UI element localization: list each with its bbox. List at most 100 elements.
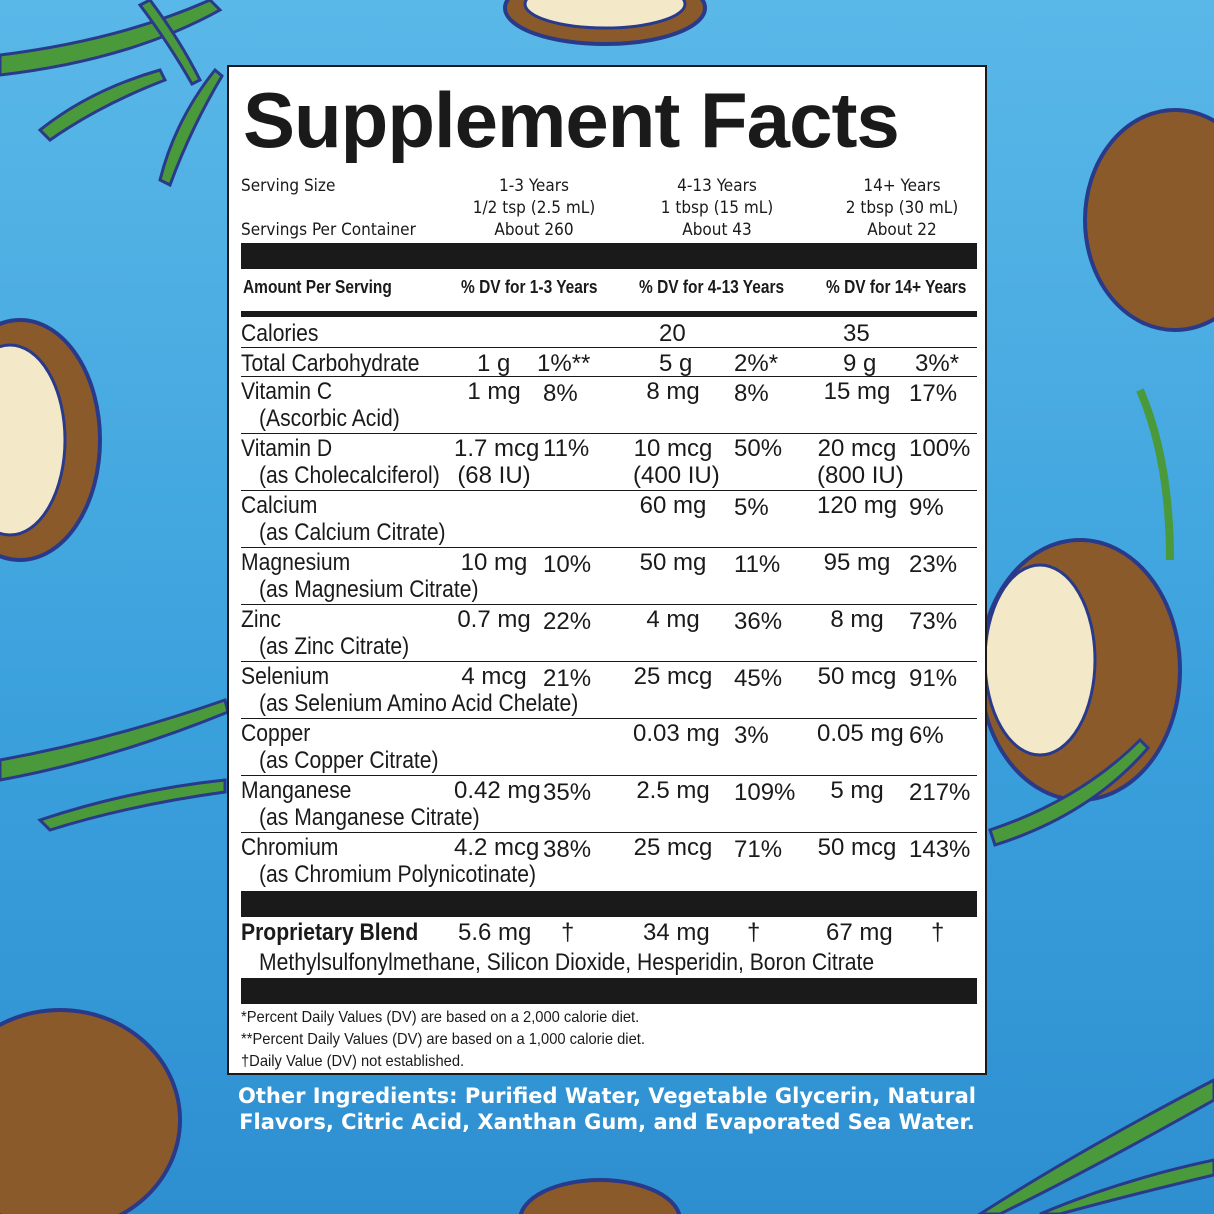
nutrient-amount: 0.05 mg bbox=[817, 720, 904, 747]
nutrient-amount: 0.03 mg bbox=[633, 720, 720, 747]
nutrient-dv: 38% bbox=[543, 836, 592, 863]
nutrient-dv: 36% bbox=[734, 608, 783, 635]
nutrient-amount: 1 mg bbox=[467, 378, 521, 405]
carb-amount: 9 g bbox=[843, 350, 877, 377]
group-servings: About 43 bbox=[682, 220, 752, 240]
nutrient-dv: 35% bbox=[543, 779, 592, 806]
nutrient-name: Vitamin C bbox=[241, 378, 333, 405]
nutrient-name: Vitamin D bbox=[241, 435, 333, 462]
row-rule bbox=[241, 604, 977, 605]
blend-dv: † bbox=[561, 919, 575, 946]
carb-amount: 1 g bbox=[477, 350, 511, 377]
calories-value: 35 bbox=[843, 320, 870, 347]
nutrient-dv: 6% bbox=[909, 722, 944, 749]
nutrient-source: (as Magnesium Citrate) bbox=[259, 576, 479, 603]
group-age: 1-3 Years bbox=[499, 176, 569, 196]
thick-divider bbox=[241, 243, 977, 269]
nutrient-amount: 50 mcg bbox=[817, 834, 897, 861]
nutrient-amount: 50 mcg bbox=[817, 663, 897, 690]
other-ingredients-line: Flavors, Citric Acid, Xanthan Gum, and E… bbox=[239, 1110, 975, 1134]
nutrient-dv: 8% bbox=[734, 380, 769, 407]
group-age: 4-13 Years bbox=[677, 176, 757, 196]
row-rule bbox=[241, 433, 977, 434]
nutrient-amount: 4 mg bbox=[646, 606, 700, 633]
blend-amount: 34 mg bbox=[643, 919, 710, 946]
nutrient-source: (as Manganese Citrate) bbox=[259, 804, 480, 831]
nutrient-dv: 11% bbox=[734, 551, 781, 578]
blend-label: Proprietary Blend bbox=[241, 919, 419, 946]
nutrient-amount: 0.7 mg bbox=[457, 606, 531, 633]
nutrient-source: (as Zinc Citrate) bbox=[259, 633, 410, 660]
nutrient-dv: 71% bbox=[734, 836, 783, 863]
nutrient-amount: 95 mg bbox=[823, 549, 891, 576]
nutrient-dv: 73% bbox=[909, 608, 958, 635]
nutrient-amount: 60 mg bbox=[639, 492, 707, 519]
blend-amount: 5.6 mg bbox=[458, 919, 532, 946]
nutrient-dv: 22% bbox=[543, 608, 592, 635]
group-servings: About 22 bbox=[867, 220, 937, 240]
row-rule bbox=[241, 718, 977, 719]
carb-label: Total Carbohydrate bbox=[241, 350, 420, 377]
blend-ingredients: Methylsulfonylmethane, Silicon Dioxide, … bbox=[259, 949, 875, 976]
nutrient-dv: 5% bbox=[734, 494, 769, 521]
nutrient-dv: 143% bbox=[909, 836, 971, 863]
group-age: 14+ Years bbox=[863, 176, 941, 196]
row-rule bbox=[241, 661, 977, 662]
nutrient-dv: 21% bbox=[543, 665, 592, 692]
nutrient-name: Chromium bbox=[241, 834, 339, 861]
nutrient-amount: 25 mcg bbox=[633, 663, 713, 690]
serving-size-label: Serving Size bbox=[241, 176, 336, 196]
calories-label: Calories bbox=[241, 320, 319, 347]
footnote: †Daily Value (DV) not established. bbox=[241, 1053, 465, 1070]
servings-per-container-label: Servings Per Container bbox=[241, 220, 416, 240]
calories-value: 20 bbox=[659, 320, 686, 347]
nutrient-amount: 120 mg bbox=[817, 492, 898, 519]
nutrient-dv: 109% bbox=[734, 779, 796, 806]
other-ingredients: Other Ingredients: Purified Water, Veget… bbox=[227, 1083, 987, 1135]
carb-dv: 1%** bbox=[537, 350, 591, 377]
row-rule bbox=[241, 376, 977, 377]
group-serving-size: 2 tbsp (30 mL) bbox=[845, 198, 959, 218]
nutrient-amount: 10 mcg bbox=[633, 435, 713, 462]
medium-divider bbox=[241, 311, 977, 317]
nutrient-amount: 2.5 mg bbox=[636, 777, 710, 804]
nutrient-source: (Ascorbic Acid) bbox=[259, 405, 400, 432]
nutrient-source: (as Selenium Amino Acid Chelate) bbox=[259, 690, 579, 717]
nutrient-dv: 217% bbox=[909, 779, 971, 806]
nutrient-amount: 15 mg bbox=[823, 378, 891, 405]
nutrient-amount: 4.2 mcg bbox=[454, 834, 540, 861]
nutrient-source: (as Cholecalciferol) bbox=[259, 462, 440, 489]
nutrient-amount: 10 mg bbox=[460, 549, 528, 576]
nutrient-name: Zinc bbox=[241, 606, 281, 633]
dv-header-1: % DV for 1-3 Years bbox=[461, 277, 598, 297]
carb-dv: 3%* bbox=[915, 350, 960, 377]
row-rule bbox=[241, 547, 977, 548]
footnote: **Percent Daily Values (DV) are based on… bbox=[241, 1031, 645, 1048]
thick-divider bbox=[241, 978, 977, 1004]
nutrient-amount: 25 mcg bbox=[633, 834, 713, 861]
carb-dv: 2%* bbox=[734, 350, 779, 377]
nutrient-dv: 10% bbox=[543, 551, 592, 578]
nutrient-amount: 8 mg bbox=[830, 606, 884, 633]
nutrient-dv: 9% bbox=[909, 494, 944, 521]
row-rule bbox=[241, 775, 977, 776]
supplement-facts-panel: Supplement Facts Serving Size Servings P… bbox=[227, 65, 987, 1075]
nutrient-dv: 17% bbox=[909, 380, 958, 407]
nutrient-source: (as Calcium Citrate) bbox=[259, 519, 446, 546]
footnote: *Percent Daily Values (DV) are based on … bbox=[241, 1009, 640, 1026]
row-rule bbox=[241, 832, 977, 833]
thick-divider bbox=[241, 891, 977, 917]
nutrient-dv: 8% bbox=[543, 380, 578, 407]
nutrient-name: Magnesium bbox=[241, 549, 351, 576]
nutrient-dv: 50% bbox=[734, 435, 783, 462]
row-rule bbox=[241, 490, 977, 491]
nutrient-amount: 4 mcg bbox=[461, 663, 527, 690]
nutrient-amount-iu: (400 IU) bbox=[633, 462, 720, 489]
nutrient-name: Manganese bbox=[241, 777, 352, 804]
nutrient-dv: 45% bbox=[734, 665, 783, 692]
blend-dv: † bbox=[931, 919, 945, 946]
amount-per-serving-header: Amount Per Serving bbox=[243, 277, 392, 297]
nutrient-name: Copper bbox=[241, 720, 311, 747]
blend-amount: 67 mg bbox=[826, 919, 893, 946]
